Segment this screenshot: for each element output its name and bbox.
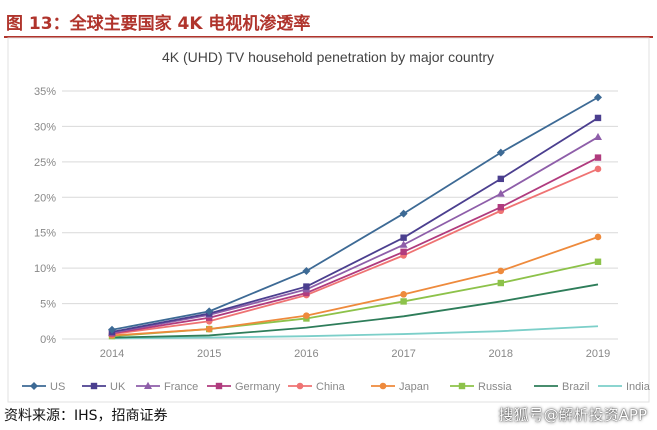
data-point-uk [497, 175, 504, 183]
x-tick-label: 2014 [100, 348, 124, 360]
watermark: 搜狐号@解析投资APP [498, 406, 647, 424]
source-note: 资料来源：IHS，招商证券 [4, 408, 168, 424]
legend-marker-us [30, 382, 38, 390]
y-tick-label: 35% [34, 86, 56, 98]
data-point-us [594, 93, 602, 102]
figure-title: 图 13：全球主要国家 4K 电视机渗透率 [6, 14, 311, 34]
legend-label-japan: Japan [399, 381, 429, 393]
legend-label-russia: Russia [478, 381, 513, 393]
legend-label-uk: UK [110, 381, 126, 393]
data-point-russia [594, 258, 602, 265]
y-tick-label: 0% [40, 334, 56, 346]
data-point-uk [400, 234, 407, 241]
data-point-uk [594, 114, 602, 122]
legend-marker-russia [458, 382, 466, 390]
legend-label-china: China [316, 381, 346, 393]
x-tick-label: 2015 [197, 348, 221, 360]
data-point-france [496, 189, 505, 197]
data-point-germany [594, 154, 602, 161]
legend-label-france: France [164, 381, 198, 393]
x-tick-label: 2019 [586, 348, 610, 360]
legend-label-germany: Germany [235, 381, 281, 393]
data-point-germany [497, 204, 504, 211]
data-point-japan [400, 291, 407, 298]
legend-label-india: India [626, 381, 651, 393]
chart-frame [7, 37, 650, 403]
data-point-us [205, 307, 214, 316]
data-point-france [594, 132, 602, 141]
figure-header: 图 13：全球主要国家 4K 电视机渗透率 [4, 6, 653, 38]
y-tick-label: 5% [40, 299, 56, 311]
data-point-uk [303, 283, 310, 290]
y-tick-label: 30% [34, 121, 56, 133]
data-point-us [302, 266, 311, 275]
data-point-china [594, 165, 602, 173]
data-point-japan [303, 312, 310, 319]
legend-marker-japan [379, 382, 387, 390]
data-point-russia [400, 298, 407, 305]
legend-marker-germany [215, 382, 223, 390]
series-line-china [111, 168, 599, 335]
x-tick-label: 2016 [294, 348, 318, 360]
series-line-us [111, 96, 599, 331]
y-tick-label: 10% [34, 263, 56, 275]
chart-title: 4K (UHD) TV household penetration by maj… [162, 49, 494, 65]
series-line-france [111, 136, 599, 334]
x-tick-label: 2018 [489, 348, 513, 360]
y-tick-label: 15% [34, 228, 56, 240]
legend-label-brazil: Brazil [562, 381, 590, 393]
series-line-japan [111, 236, 599, 337]
legend-marker-china [296, 382, 304, 390]
data-point-france [399, 240, 408, 248]
legend-marker-france [144, 381, 152, 389]
data-point-germany [303, 289, 310, 297]
data-point-germany [400, 248, 407, 256]
data-point-us [108, 325, 116, 334]
data-point-japan [497, 267, 505, 275]
series-line-uk [111, 117, 599, 333]
data-point-us [496, 148, 505, 157]
y-tick-label: 25% [34, 157, 56, 169]
data-point-us [399, 209, 408, 218]
legend-label-us: US [50, 381, 65, 393]
series-line-india [111, 325, 599, 340]
legend-marker-uk [90, 382, 98, 390]
data-point-japan [205, 325, 213, 333]
data-point-russia [497, 279, 504, 287]
series-line-brazil [111, 283, 599, 339]
series-line-germany [111, 156, 599, 335]
x-tick-label: 2017 [391, 348, 415, 360]
y-tick-label: 20% [34, 192, 56, 204]
data-point-japan [594, 233, 602, 241]
